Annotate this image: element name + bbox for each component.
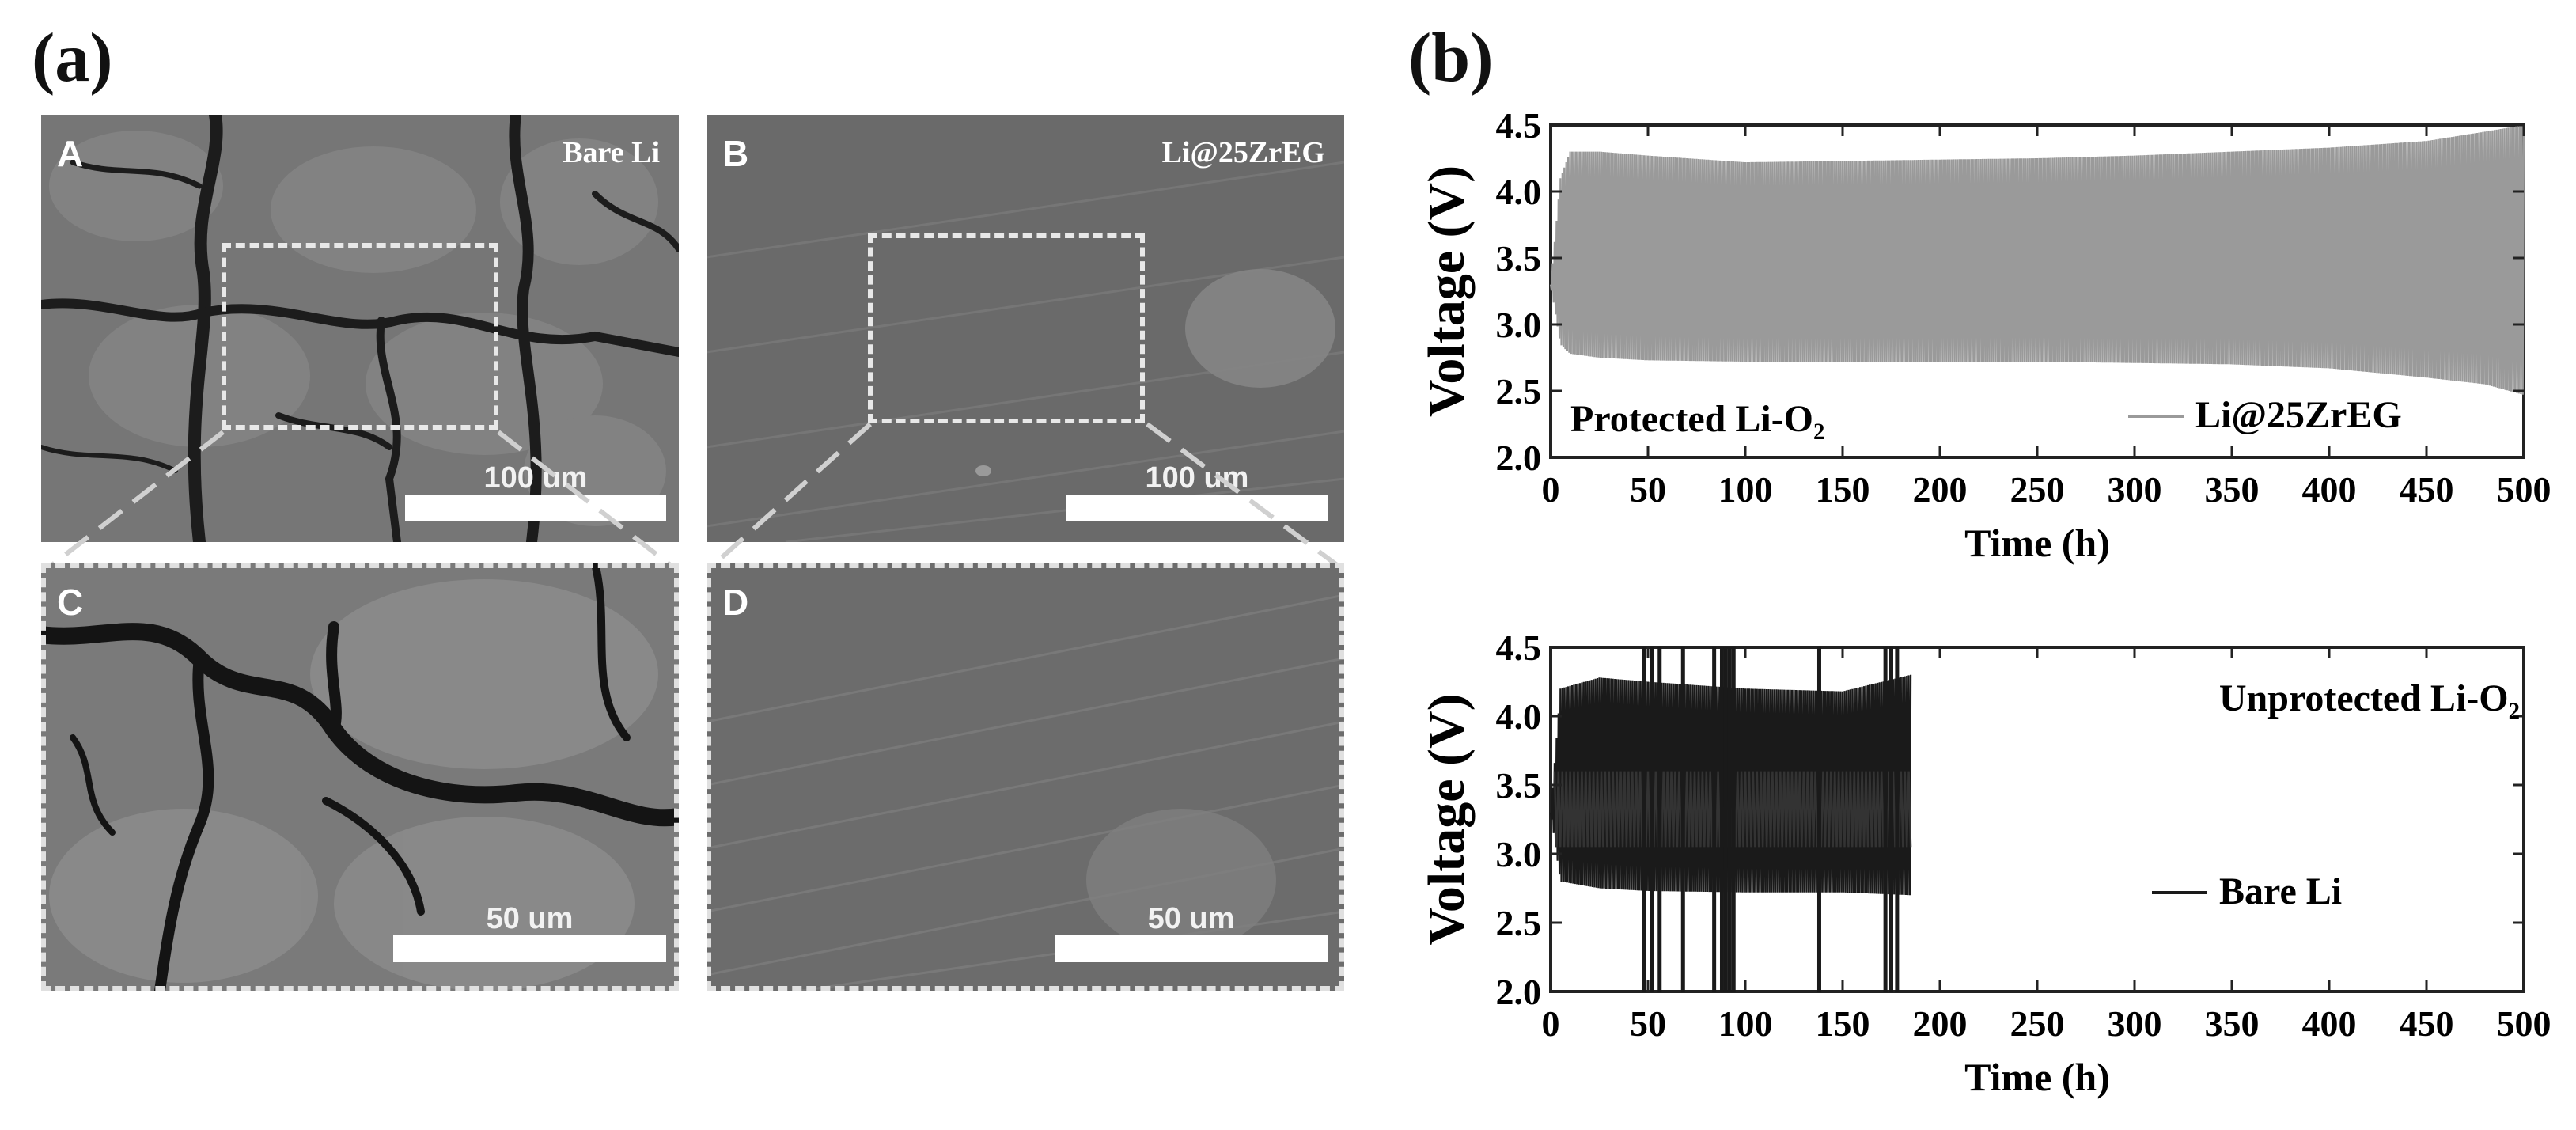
chart-annotation: Protected Li-O₂ [1570,398,1824,440]
sem-texture-cracked [41,115,679,542]
zoom-frame-d [707,563,1344,991]
sem-sample-label-b: Li@25ZrEG [1161,136,1325,169]
chart-annotation: Unprotected Li-O₂ [2219,677,2520,719]
x-tick-label: 350 [2205,469,2260,510]
y-tick-label: 4.0 [1496,172,1542,212]
legend-label: Bare Li [2219,870,2342,912]
scale-bar-d [1055,935,1328,962]
y-tick-label: 4.5 [1496,105,1542,146]
y-tick-label: 4.0 [1496,696,1542,737]
voltage-chart-protected: 0 50 100 150 200 250 300 350 400 450 500 2.0 2.5 3.0 3… [1392,95,2563,609]
x-tick-label: 250 [2010,469,2065,510]
x-tick-label: 50 [1630,469,1666,510]
x-tick-label: 450 [2400,1003,2454,1044]
x-tick-label: 200 [1913,469,1968,510]
y-axis-label: Voltage (V) [1418,693,1476,945]
x-tick-label: 350 [2205,1003,2260,1044]
zoom-frame-c [41,563,679,991]
y-tick-label: 2.0 [1496,972,1542,1012]
series-1 [1549,647,1912,992]
sem-sample-label-a: Bare Li [563,136,660,169]
x-tick-label: 250 [2010,1003,2065,1044]
series-line [1549,124,2525,395]
y-tick-label: 2.5 [1496,903,1542,943]
x-tick-label: 300 [2108,1003,2162,1044]
x-tick-label: 400 [2302,469,2357,510]
scale-bar-text-c: 50 um [486,902,574,935]
zoom-connector-lines [44,422,1345,572]
legend-label: Li@25ZrEG [2195,394,2402,436]
chart-0-group: 0 50 100 150 200 250 300 350 400 450 500 2.0 2.5 3.0 3… [1418,105,2551,565]
sem-image-a: A Bare Li 100 um [41,115,679,542]
x-tick-label: 100 [1718,1003,1773,1044]
y-axis-label: Voltage (V) [1418,165,1476,417]
x-axis-label: Time (h) [1964,521,2110,565]
sem-letter-a: A [57,133,84,174]
x-tick-label: 0 [1542,469,1560,510]
y-tick-label: 3.0 [1496,305,1542,345]
x-tick-label: 150 [1816,469,1870,510]
x-tick-label: 400 [2302,1003,2357,1044]
legend: Bare Li [2152,870,2342,912]
x-tick-label: 150 [1816,1003,1870,1044]
y-tick-label: 2.0 [1496,438,1542,478]
zoom-region-box-a [222,243,498,430]
sem-image-c: C 50 um [41,563,679,991]
x-axis-label: Time (h) [1964,1055,2110,1099]
voltage-chart-unprotected: 0 50 100 150 200 250 300 350 400 450 500 2.0 2.5 3.0 3… [1392,625,2563,1124]
x-tick-label: 0 [1542,1003,1560,1044]
scale-bar-c [393,935,666,962]
y-tick-label: 4.5 [1496,628,1542,668]
x-tick-label: 50 [1630,1003,1666,1044]
y-tick-label: 3.5 [1496,765,1542,806]
scale-bar-b [1066,495,1328,521]
sem-image-b: B Li@25ZrEG 100 um [707,115,1344,542]
y-tick-label: 2.5 [1496,371,1542,411]
x-tick-label: 500 [2497,469,2551,510]
sem-letter-b: B [722,133,749,174]
ticks: 0 50 100 150 200 250 300 350 400 450 500 2.0 2.5 3.0 3… [1496,105,2551,510]
sem-image-d: D 50 um [707,563,1344,991]
voltage-chart-protected-svg: 0 50 100 150 200 250 300 350 400 450 500 2.0 2.5 3.0 3… [1418,105,2551,565]
y-tick-label: 3.0 [1496,834,1542,874]
sem-texture-smooth [707,115,1344,542]
x-tick-label: 300 [2108,469,2162,510]
scale-bar-a [405,495,666,521]
chart-1-group: 0 50 100 150 200 250 300 350 400 450 500 2.0 2.5 3.0 3… [1418,628,2551,1099]
sem-letter-d: D [722,582,749,623]
sem-letter-c: C [57,582,84,623]
panel-a-label: (a) [32,20,113,97]
series-0 [1549,124,2525,395]
panel-b-label: (b) [1408,20,1494,97]
zoom-region-box-b [868,233,1145,423]
x-tick-label: 200 [1913,1003,1968,1044]
x-tick-label: 500 [2497,1003,2551,1044]
y-tick-label: 3.5 [1496,238,1542,279]
sem-texture-smooth-zoom [707,563,1344,991]
sem-texture-cracked-zoom [41,563,679,991]
voltage-chart-unprotected-svg: 0 50 100 150 200 250 300 350 400 450 500 2.0 2.5 3.0 3… [1418,628,2551,1099]
x-tick-label: 100 [1718,469,1773,510]
scale-bar-text-d: 50 um [1147,902,1235,935]
x-tick-label: 450 [2400,469,2454,510]
ticks: 0 50 100 150 200 250 300 350 400 450 500 2.0 2.5 3.0 3… [1496,628,2551,1044]
legend: Li@25ZrEG [2128,394,2402,436]
